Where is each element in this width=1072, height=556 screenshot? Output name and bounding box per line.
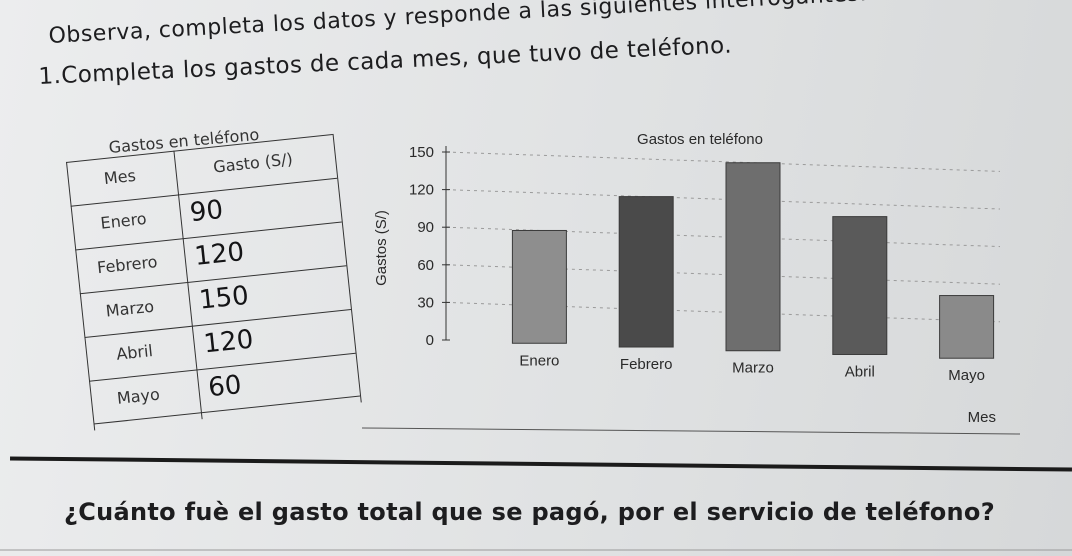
question-2-text: ¿Cuánto fuè el gasto total que se pagó, …: [64, 498, 995, 526]
chart-title: Gastos en teléfono: [637, 131, 763, 148]
month-label: Mayo: [116, 384, 161, 408]
section-divider: [10, 456, 1072, 472]
y-tick-label: 150: [409, 144, 434, 161]
instruction-text: Observa, completa los datos y responde a…: [48, 0, 868, 49]
bar-enero: [511, 229, 567, 344]
x-tick-label: Enero: [519, 352, 559, 369]
bottom-ruler-marks: [0, 549, 1072, 551]
month-label: Enero: [99, 208, 148, 233]
answer-field[interactable]: 120: [202, 324, 255, 360]
bar-marzo: [725, 162, 781, 352]
x-tick-label: Mayo: [948, 367, 985, 384]
chart-frame-bottom: [361, 427, 1021, 435]
expense-table: Mes Gasto (S/) Enero 90 Febrero 120 Marz…: [66, 133, 363, 431]
bar-febrero: [618, 196, 674, 348]
col-expense-header: Gasto (S/): [212, 149, 294, 177]
answer-field[interactable]: 90: [188, 194, 225, 229]
month-label: Febrero: [96, 252, 159, 278]
y-tick-label: 120: [409, 182, 434, 199]
bar-mayo: [939, 295, 995, 359]
x-tick-label: Febrero: [620, 356, 673, 373]
answer-field[interactable]: 120: [193, 236, 246, 272]
x-axis-label: Mes: [968, 409, 996, 426]
answer-field[interactable]: 150: [197, 280, 251, 316]
y-tick-label: 0: [426, 332, 434, 349]
bar-abril: [832, 216, 888, 355]
month-label: Marzo: [104, 296, 155, 321]
y-axis-label: Gastos (S/): [373, 210, 390, 286]
y-tick-label: 30: [417, 294, 434, 311]
month-label: Abril: [115, 341, 154, 364]
answer-field[interactable]: 60: [206, 369, 243, 404]
expense-bar-chart: Gastos en teléfono Gastos (S/) Mes 0 30 60…: [361, 131, 1021, 435]
col-month-header: Mes: [102, 165, 137, 189]
x-tick-label: Marzo: [732, 360, 774, 377]
gridline: [445, 151, 1001, 172]
y-tick-label: 90: [417, 219, 434, 236]
gridline: [445, 189, 1001, 210]
x-tick-label: Abril: [845, 363, 875, 380]
y-tick-label: 60: [417, 257, 434, 274]
